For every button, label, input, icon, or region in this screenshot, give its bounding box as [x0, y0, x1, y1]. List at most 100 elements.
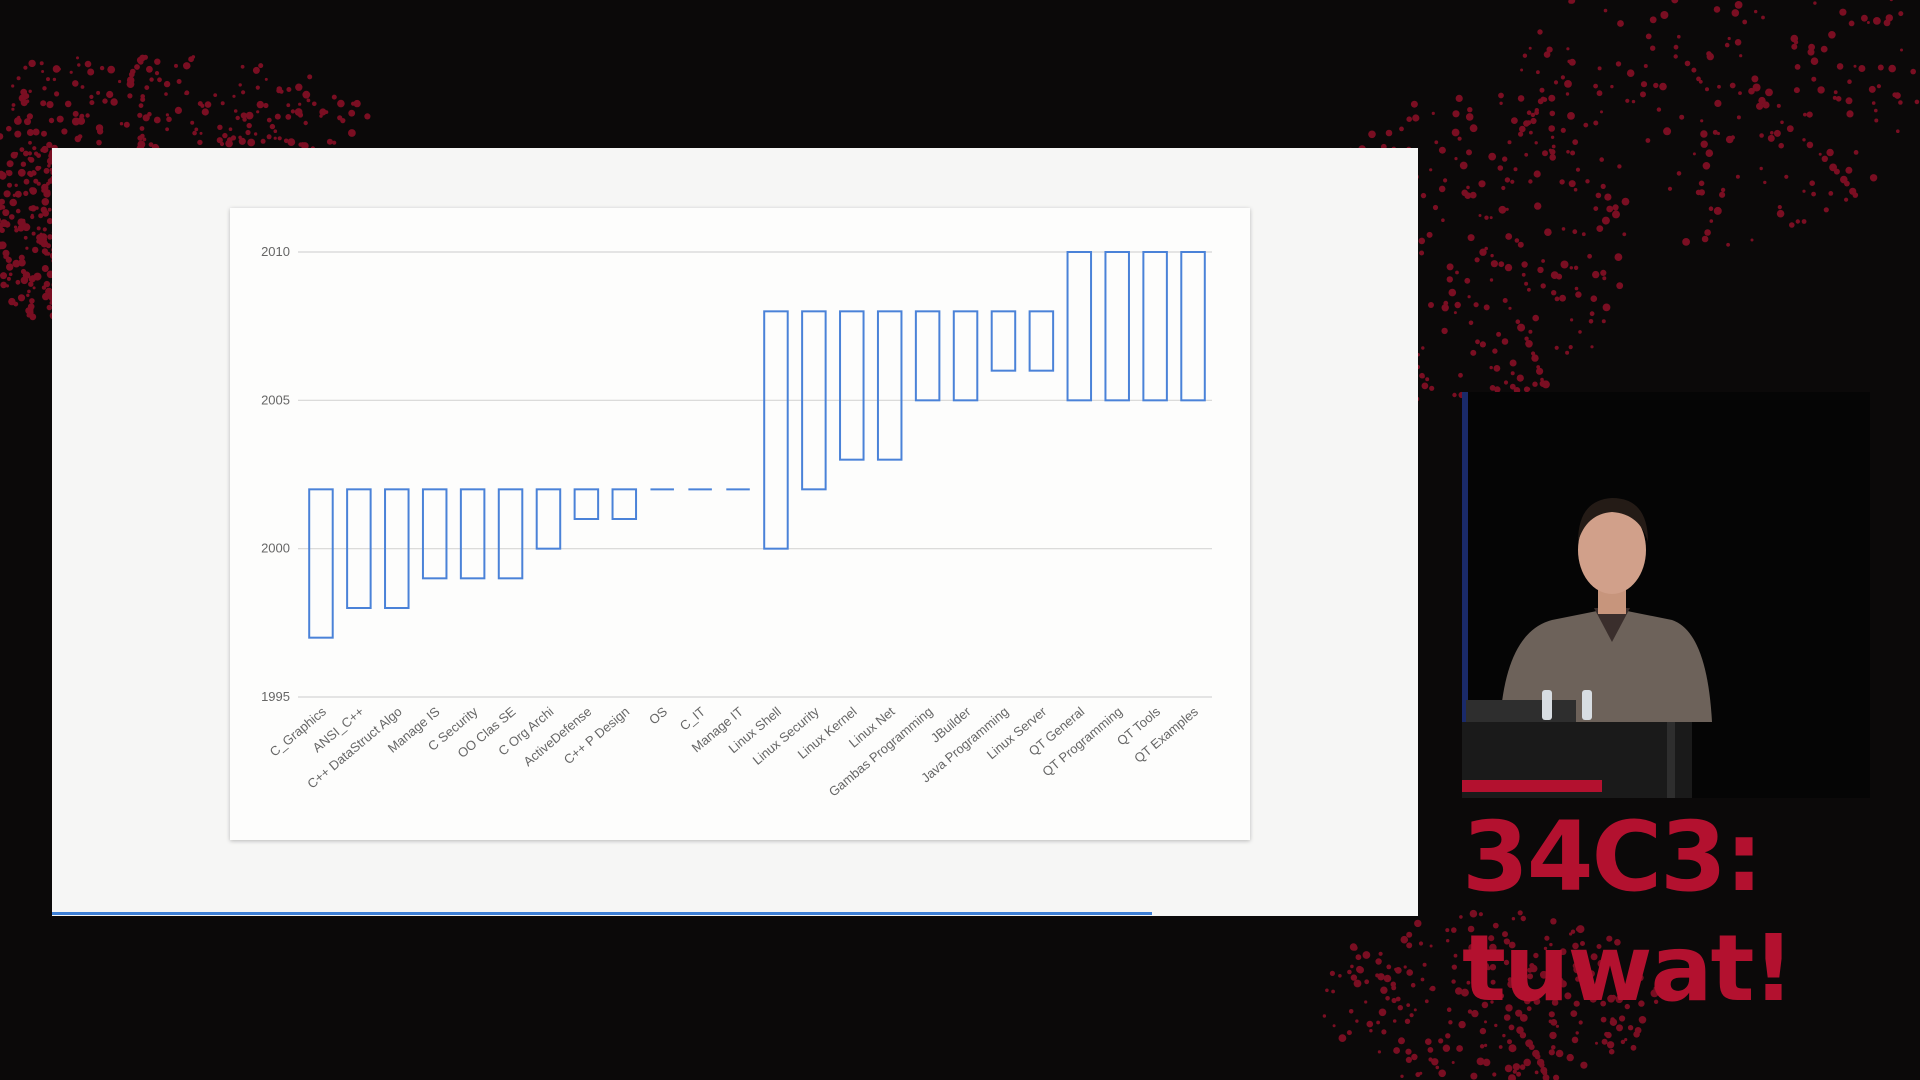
- bg-dot: [41, 70, 45, 73]
- bg-dot: [1544, 228, 1552, 236]
- bg-dot: [1420, 977, 1425, 982]
- bg-dot: [33, 178, 39, 184]
- bg-dot: [1618, 990, 1626, 997]
- bg-dot: [1793, 40, 1799, 45]
- bg-dot: [1520, 915, 1527, 922]
- bg-dot: [233, 109, 238, 113]
- bg-dot: [1610, 994, 1617, 1000]
- bg-dot: [1625, 98, 1630, 103]
- bg-dot: [1430, 985, 1436, 992]
- bg-dot: [1868, 85, 1876, 93]
- bg-dot: [1526, 110, 1532, 115]
- bg-dot: [28, 140, 32, 145]
- bg-dot: [1612, 210, 1620, 219]
- bg-dot: [1490, 253, 1494, 258]
- bg-dot: [1898, 11, 1904, 17]
- bg-dot: [1560, 75, 1565, 80]
- bg-dot: [1438, 1038, 1444, 1044]
- bg-dot: [1398, 1037, 1405, 1045]
- bg-dot: [1517, 323, 1526, 332]
- bg-dot: [1762, 101, 1770, 109]
- bg-dot: [1489, 216, 1493, 220]
- bg-dot: [1517, 1028, 1521, 1032]
- bg-dot: [1478, 214, 1482, 217]
- bg-dot: [15, 208, 21, 214]
- bg-dot: [1748, 87, 1755, 95]
- bg-dot: [1761, 15, 1765, 20]
- bg-dot: [1478, 180, 1486, 188]
- bg-dot: [1445, 306, 1449, 310]
- bg-dot: [102, 98, 108, 104]
- bg-dot: [1420, 192, 1427, 199]
- bg-dot: [245, 111, 254, 120]
- bg-dot: [1503, 959, 1510, 966]
- bg-dot: [1350, 964, 1354, 969]
- bg-dot: [1431, 111, 1435, 115]
- bg-dot: [1385, 996, 1390, 1001]
- bg-dot: [1512, 1063, 1521, 1071]
- bg-dot: [1448, 288, 1457, 297]
- bg-dot: [1505, 207, 1509, 211]
- bg-dot: [21, 218, 26, 223]
- bar: [611, 488, 638, 521]
- bg-dot: [1770, 131, 1774, 135]
- bg-dot: [1482, 985, 1488, 991]
- stage-light: [1462, 392, 1468, 722]
- bg-dot: [1717, 84, 1721, 89]
- bg-dot: [1521, 261, 1528, 268]
- bg-dot: [1507, 140, 1512, 145]
- bg-dot: [1551, 290, 1557, 296]
- bg-dot: [1848, 20, 1855, 27]
- bg-dot: [238, 137, 246, 145]
- bg-dot: [5, 256, 12, 263]
- bg-dot: [1645, 33, 1652, 40]
- bg-dot: [1438, 185, 1446, 193]
- bg-dot: [1502, 156, 1508, 162]
- bg-dot: [1494, 386, 1501, 393]
- bg-dot: [29, 187, 37, 195]
- bg-dot: [134, 64, 140, 70]
- bg-dot: [1391, 997, 1397, 1004]
- bg-dot: [1572, 942, 1579, 950]
- bg-dot: [166, 116, 172, 123]
- bg-dot: [1411, 1053, 1418, 1061]
- bg-dot: [1451, 979, 1456, 984]
- bg-dot: [1677, 34, 1681, 39]
- bg-dot: [1575, 976, 1581, 982]
- bg-dot: [1457, 136, 1462, 141]
- bg-dot: [246, 122, 252, 129]
- bg-dot: [1484, 215, 1489, 220]
- bg-dot: [1523, 1058, 1531, 1067]
- bg-dot: [264, 77, 268, 81]
- bg-dot: [1504, 1064, 1513, 1073]
- bg-dot: [1692, 152, 1696, 156]
- bg-dot: [1471, 1009, 1479, 1018]
- bar: [876, 310, 903, 461]
- slide-progress-bar: [52, 912, 1152, 915]
- bg-dot: [1537, 29, 1543, 35]
- bg-dot: [1446, 263, 1454, 271]
- bg-dot: [1516, 374, 1524, 382]
- bg-dot: [1380, 986, 1388, 994]
- bg-dot: [126, 76, 135, 84]
- bg-dot: [1593, 83, 1598, 89]
- bar: [763, 310, 789, 550]
- bg-dot: [1559, 294, 1566, 302]
- bg-dot: [1802, 138, 1806, 142]
- bg-dot: [1601, 319, 1606, 324]
- bg-dot: [1600, 110, 1603, 114]
- bg-dot: [232, 94, 236, 98]
- bg-dot: [30, 275, 36, 280]
- bg-dot: [1434, 140, 1439, 145]
- bg-dot: [1811, 76, 1817, 82]
- bg-dot: [1421, 382, 1429, 390]
- bg-dot: [1823, 207, 1829, 213]
- bg-dot: [23, 65, 28, 70]
- bar: [1180, 251, 1206, 402]
- bg-dot: [319, 108, 327, 116]
- bg-dot: [1366, 1020, 1374, 1028]
- bg-dot: [1426, 231, 1433, 238]
- bg-dot: [1780, 120, 1784, 125]
- bg-dot: [12, 259, 21, 268]
